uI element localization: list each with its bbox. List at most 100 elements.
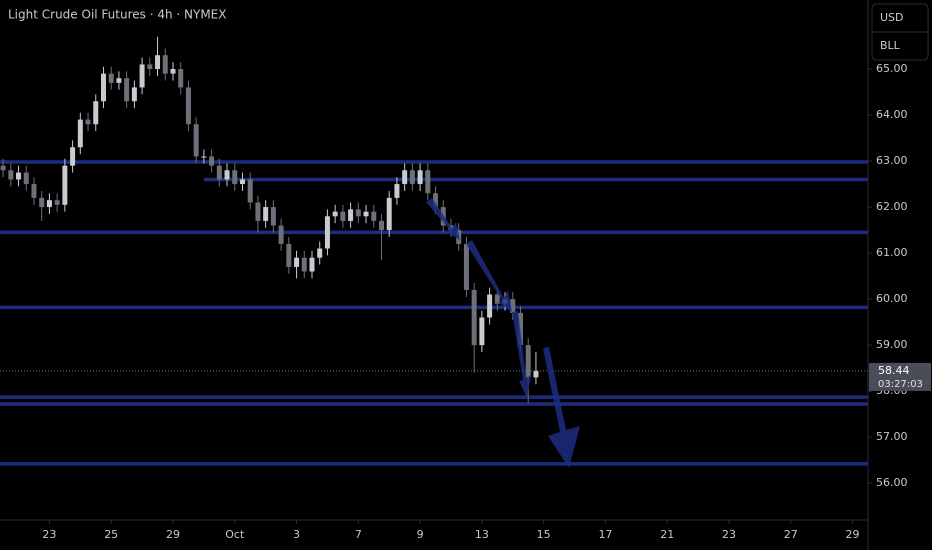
currency[interactable]: USD [880, 11, 904, 24]
candle-body [247, 179, 253, 203]
x-tick-label: 15 [537, 528, 551, 541]
candle-body [0, 165, 6, 171]
candle-body [209, 156, 215, 166]
candle-body [417, 170, 423, 185]
candle-body [255, 202, 261, 221]
candle-body [224, 170, 230, 180]
candle-body [201, 156, 207, 158]
candle-body [471, 289, 477, 346]
arrow [512, 311, 531, 398]
candle-body [270, 207, 276, 226]
x-tick-label: 25 [104, 528, 118, 541]
x-tick-label: 23 [722, 528, 736, 541]
plot-area [0, 36, 868, 466]
candle-body [286, 243, 292, 267]
candle-body [93, 101, 99, 125]
candle-body [494, 294, 500, 304]
last-price-label: 58.44 [878, 364, 910, 377]
candle-body [185, 87, 191, 125]
candle-body [324, 216, 330, 249]
candle-body [8, 170, 14, 180]
candle-body [402, 170, 408, 185]
candle-body [525, 345, 531, 378]
candle-body [340, 211, 346, 221]
arrow [543, 347, 580, 468]
candle-body [239, 179, 245, 185]
chart-title: Light Crude Oil Futures · 4h · NYMEX [8, 8, 226, 22]
y-tick-label: 65.00 [876, 62, 908, 75]
candle-body [479, 317, 485, 346]
candle-body [533, 370, 539, 378]
candle-body [131, 87, 137, 102]
candle-body [463, 243, 469, 290]
candle-body [348, 209, 354, 221]
y-tick-label: 62.00 [876, 200, 908, 213]
candle-body [309, 257, 315, 272]
candle-body [517, 312, 523, 346]
x-tick-label: 21 [660, 528, 674, 541]
candle-body [317, 248, 323, 258]
y-tick-label: 64.00 [876, 108, 908, 121]
candle-body [355, 209, 361, 217]
y-tick-label: 56.00 [876, 476, 908, 489]
candle-body [363, 211, 369, 217]
candle-body [100, 73, 106, 102]
candle-body [124, 78, 130, 102]
candle-body [409, 170, 415, 185]
y-tick-label: 60.00 [876, 292, 908, 305]
y-tick-label: 61.00 [876, 246, 908, 259]
candle-body [54, 200, 60, 205]
candle-body [139, 64, 145, 88]
arrow [466, 240, 512, 312]
candle-body [386, 197, 392, 231]
candle-body [294, 257, 300, 267]
candle-body [85, 119, 91, 125]
candle-body [216, 165, 222, 180]
y-tick-label: 57.00 [876, 430, 908, 443]
unit[interactable]: BLL [880, 39, 901, 52]
candle-body [433, 193, 439, 208]
candle-body [23, 172, 29, 185]
arrow [426, 198, 460, 240]
x-tick-label: 3 [293, 528, 300, 541]
y-tick-label: 63.00 [876, 154, 908, 167]
candle-body [178, 69, 184, 88]
candle-body [77, 119, 83, 148]
candle-body [46, 200, 52, 208]
candle-body [170, 69, 176, 74]
candle-body [425, 170, 431, 194]
x-tick-label: 17 [598, 528, 612, 541]
x-tick-label: Oct [225, 528, 245, 541]
x-tick-label: 27 [784, 528, 798, 541]
candle-body [510, 299, 516, 313]
candle-body [162, 55, 168, 74]
candle-body [155, 55, 161, 70]
candle-body [301, 257, 307, 272]
x-tick-label: 29 [846, 528, 860, 541]
candle-body [378, 220, 384, 231]
candle-body [108, 73, 114, 83]
candle-body [232, 170, 238, 185]
candle-body [39, 197, 45, 208]
candle-body [487, 294, 493, 318]
y-tick-label: 59.00 [876, 338, 908, 351]
candle-body [263, 207, 269, 221]
last-price-tag [869, 362, 931, 391]
x-tick-label: 7 [355, 528, 362, 541]
candle-body [371, 211, 377, 221]
countdown: 03:27:03 [878, 379, 923, 390]
candle-body [62, 165, 68, 205]
candle-body [31, 184, 37, 198]
candle-body [193, 124, 199, 157]
x-tick-label: 13 [475, 528, 489, 541]
candle-body [16, 172, 22, 180]
candle-body [278, 225, 284, 244]
candle-body [70, 147, 76, 166]
x-tick-label: 23 [42, 528, 56, 541]
candle-body [116, 78, 122, 83]
drawn-arrows [426, 198, 580, 468]
candle-body [147, 64, 153, 70]
x-tick-label: 29 [166, 528, 180, 541]
